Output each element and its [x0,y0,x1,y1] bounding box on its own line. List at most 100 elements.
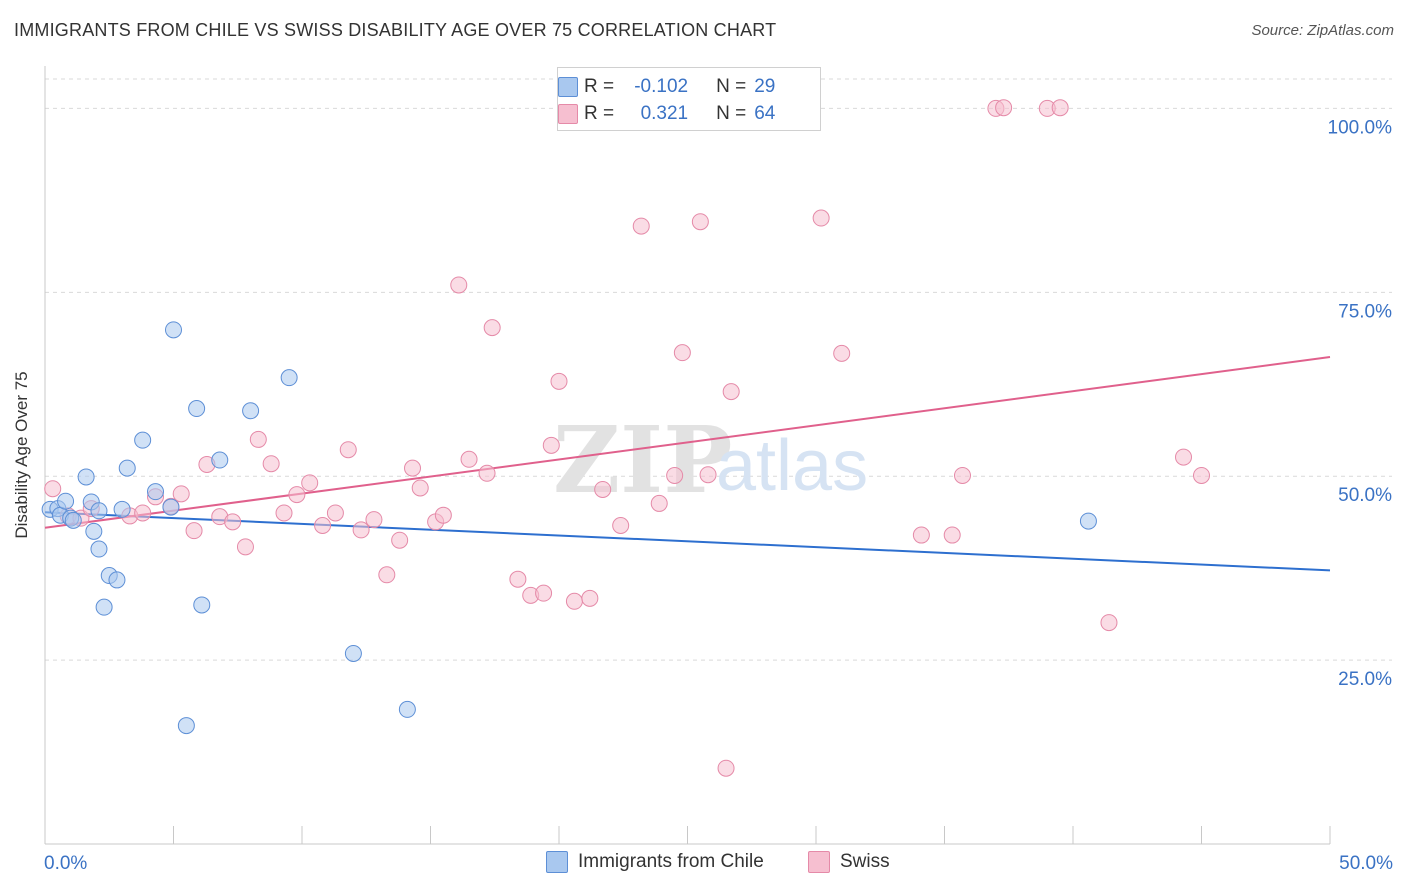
data-point-chile [398,700,416,718]
data-point-swiss [912,526,930,544]
data-point-swiss [172,485,190,503]
data-point-swiss [478,464,496,482]
chart-source: Source: ZipAtlas.com [1251,22,1394,39]
data-point-swiss [411,479,429,497]
legend-n-label: N = [716,103,747,124]
y-tick-label: 25.0% [1338,669,1392,690]
series-name-chile: Immigrants from Chile [578,851,764,872]
data-point-swiss [134,504,152,522]
data-point-chile [64,511,82,529]
data-point-swiss [612,516,630,534]
data-point-swiss [339,441,357,459]
legend-n-value: 29 [754,76,776,97]
data-point-chile [280,369,298,387]
x-tick-label: 50.0% [1339,853,1393,874]
data-point-swiss [542,436,560,454]
legend-r-label: R = [584,103,615,124]
data-point-chile [90,540,108,558]
data-point-chile [77,468,95,486]
data-point-swiss [314,516,332,534]
data-point-chile [165,321,182,339]
data-point-swiss [301,474,319,492]
data-point-swiss [812,209,830,227]
data-point-swiss [509,570,527,588]
data-point-swiss [275,504,293,522]
data-point-swiss [434,506,452,524]
data-point-swiss [460,450,478,468]
legend-row-chile: R = -0.102 N = 29 [558,76,776,98]
data-point-swiss [483,319,501,337]
watermark-atlas: atlas [716,426,868,506]
data-point-swiss [565,592,583,610]
data-point-swiss [535,584,553,602]
y-tick-label: 75.0% [1338,301,1392,322]
legend-r-value: 0.321 [640,103,689,124]
data-point-swiss [352,521,370,539]
series-legend-chile: Immigrants from Chile [546,851,764,873]
data-point-chile [108,571,126,589]
legend-swatch-chile [558,77,578,97]
data-point-chile [177,717,195,735]
data-point-swiss [249,430,267,448]
data-point-swiss [450,276,468,294]
data-point-swiss [378,566,396,584]
data-point-chile [95,598,113,616]
data-point-chile [85,522,103,540]
data-point-chile [211,451,229,469]
y-tick-label: 50.0% [1338,485,1392,506]
data-point-swiss [262,455,280,473]
data-point-swiss [632,217,650,235]
data-point-chile [113,500,131,518]
data-point-chile [57,492,75,510]
data-point-chile [193,596,211,614]
data-point-swiss [288,486,306,504]
data-point-swiss [717,759,735,777]
series-swatch-chile [546,851,568,873]
data-point-swiss [550,372,568,390]
data-point-chile [162,498,180,516]
data-point-swiss [44,480,62,498]
data-point-swiss [1100,614,1118,632]
data-point-swiss [953,466,971,484]
y-axis-label: Disability Age Over 75 [12,371,31,539]
data-point-chile [242,402,260,420]
legend-n-value: 64 [754,103,776,124]
data-point-chile [344,644,362,662]
data-point-chile [118,459,136,477]
legend-row-swiss: R = 0.321 N = 64 [558,103,776,125]
data-point-swiss [404,459,422,477]
series-swatch-swiss [808,851,830,873]
data-point-swiss [326,504,344,522]
data-point-swiss [833,344,851,362]
data-point-swiss [391,531,409,549]
data-point-swiss [224,513,242,531]
data-point-swiss [673,344,691,362]
data-point-swiss [943,526,961,544]
chart-title: IMMIGRANTS FROM CHILE VS SWISS DISABILIT… [14,20,777,40]
data-point-swiss [995,99,1013,117]
data-point-swiss [691,213,709,231]
x-tick-label: 0.0% [44,853,87,874]
data-point-swiss [236,538,254,556]
data-point-chile [188,400,206,418]
data-point-swiss [650,494,668,512]
data-point-swiss [594,480,612,498]
legend-swatch-swiss [558,104,578,124]
data-point-swiss [1193,466,1210,484]
legend-r-value: -0.102 [634,76,689,97]
data-point-swiss [1051,99,1069,117]
legend-r-label: R = [584,76,615,97]
data-point-chile [134,431,152,449]
trend-line-swiss [44,356,1331,529]
data-point-swiss [365,511,383,529]
series-legend-swiss: Swiss [808,851,890,873]
legend-n-label: N = [716,76,747,97]
data-point-swiss [1175,448,1193,466]
data-point-swiss [666,466,684,484]
data-point-chile [90,502,108,520]
data-point-chile [147,483,165,501]
data-point-swiss [185,522,203,540]
data-point-chile [1079,512,1097,530]
data-point-swiss [722,383,740,401]
